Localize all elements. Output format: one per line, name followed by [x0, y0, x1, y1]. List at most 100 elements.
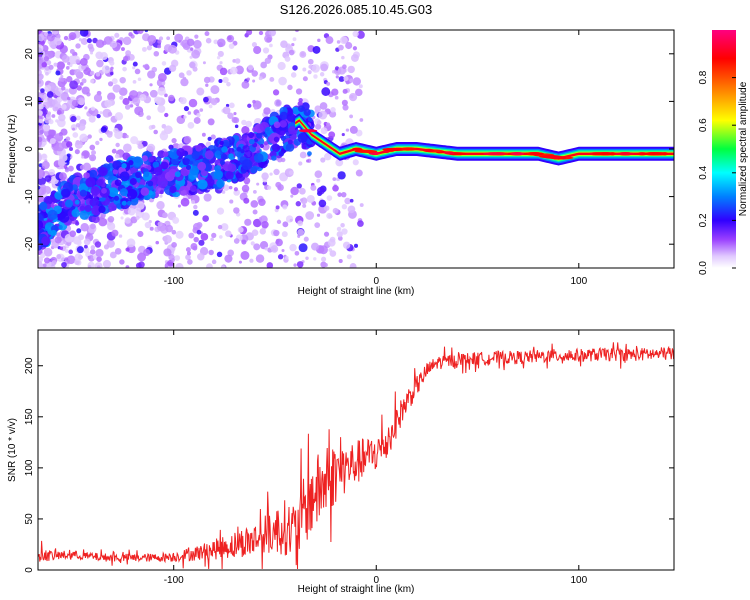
noise-blob — [352, 77, 361, 86]
ridge-blob — [89, 197, 100, 208]
noise-blob — [119, 259, 125, 265]
noise-blob — [188, 98, 198, 108]
ridge-blob — [264, 126, 273, 135]
noise-blob — [121, 47, 125, 52]
ridge-blob — [50, 229, 57, 236]
noise-blob — [139, 111, 143, 115]
noise-blob — [58, 172, 67, 181]
noise-blob — [266, 185, 272, 190]
noise-blob — [99, 111, 103, 115]
ridge-blob — [285, 143, 295, 152]
noise-blob — [297, 228, 305, 236]
noise-blob — [132, 97, 141, 106]
noise-blob — [100, 126, 107, 133]
noise-blob — [165, 224, 174, 233]
noise-blob — [228, 185, 233, 190]
noise-blob — [107, 92, 116, 101]
noise-blob — [261, 172, 269, 180]
noise-blob — [69, 80, 78, 90]
noise-blob — [342, 88, 348, 94]
colorbar-tick-label: 0.2 — [698, 213, 709, 227]
noise-blob — [96, 113, 101, 119]
noise-blob — [288, 49, 295, 56]
noise-blob — [193, 39, 202, 49]
noise-blob — [341, 99, 348, 106]
ridge-peak — [529, 152, 543, 156]
noise-blob — [153, 129, 158, 135]
noise-blob — [189, 55, 193, 59]
ridge-blob — [287, 139, 293, 145]
noise-blob — [151, 124, 156, 129]
noise-blob — [38, 33, 45, 42]
noise-blob — [336, 231, 343, 238]
noise-blob — [337, 192, 342, 197]
noise-blob — [219, 61, 223, 65]
noise-blob — [43, 257, 51, 264]
noise-blob — [244, 218, 252, 226]
noise-blob — [292, 37, 297, 42]
noise-blob — [189, 61, 196, 69]
noise-blob — [299, 151, 307, 159]
noise-blob — [79, 30, 89, 37]
noise-blob — [163, 248, 172, 257]
noise-blob — [252, 99, 256, 104]
noise-blob — [79, 133, 88, 143]
noise-blob — [326, 195, 333, 201]
noise-blob — [38, 152, 43, 162]
noise-blob — [137, 230, 144, 238]
noise-blob — [253, 106, 258, 110]
ridge-blob — [141, 155, 148, 162]
noise-blob — [38, 136, 43, 143]
noise-blob — [336, 40, 341, 44]
colorbar-scale — [712, 30, 736, 268]
noise-blob — [114, 112, 124, 121]
noise-blob — [273, 229, 280, 237]
noise-blob — [153, 50, 160, 57]
noise-blob — [237, 226, 244, 233]
noise-blob — [328, 110, 337, 118]
noise-blob — [299, 51, 307, 58]
ridge-blob — [95, 179, 103, 187]
ridge-blob — [162, 151, 169, 158]
ridge-blob — [307, 117, 313, 122]
noise-blob — [345, 41, 353, 50]
ridge-blob — [101, 187, 107, 194]
noise-blob — [114, 248, 122, 255]
ridge-peak — [642, 152, 665, 156]
ridge-blob — [126, 200, 132, 206]
noise-blob — [307, 58, 314, 65]
noise-blob — [143, 248, 151, 256]
noise-blob — [233, 238, 240, 244]
noise-blob — [67, 96, 71, 101]
y-tick-label: 0 — [24, 146, 35, 152]
ridge-blob — [153, 166, 163, 176]
noise-blob — [40, 153, 48, 161]
ridge-blob — [221, 146, 228, 153]
noise-blob — [83, 238, 91, 246]
noise-blob — [95, 248, 104, 258]
noise-blob — [241, 119, 247, 126]
noise-blob — [75, 43, 81, 49]
noise-blob — [163, 234, 172, 244]
ridge-blob — [79, 205, 86, 211]
noise-blob — [38, 175, 43, 180]
noise-blob — [185, 247, 191, 253]
noise-blob — [272, 89, 280, 96]
ridge-peak — [444, 151, 455, 155]
noise-blob — [74, 253, 83, 262]
noise-blob — [216, 251, 223, 258]
ridge-blob — [178, 162, 184, 168]
noise-blob — [180, 197, 190, 207]
noise-blob — [157, 104, 166, 113]
noise-blob — [110, 66, 114, 70]
noise-blob — [332, 177, 337, 181]
ridge-blob — [113, 195, 120, 201]
noise-blob — [174, 33, 184, 43]
noise-blob — [196, 112, 201, 118]
noise-blob — [312, 45, 321, 54]
noise-blob — [60, 74, 64, 79]
noise-blob — [246, 77, 250, 81]
ridge-blob — [253, 152, 264, 163]
noise-blob — [218, 78, 223, 84]
noise-blob — [262, 47, 270, 54]
